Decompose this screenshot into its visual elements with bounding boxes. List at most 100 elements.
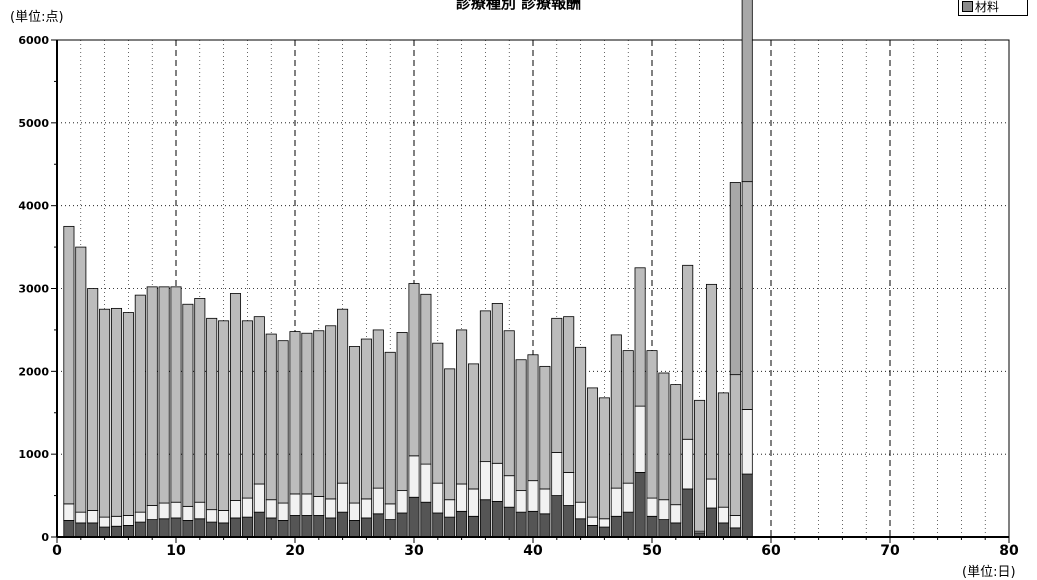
bar-segment-2 — [134, 294, 146, 513]
x-tick-label: 20 — [285, 543, 305, 559]
chart-title: 診療種別 診療報酬 — [455, 0, 582, 12]
bar-segment-0 — [87, 522, 99, 538]
y-tick-label: 5000 — [18, 117, 49, 130]
bar-segment-1 — [63, 503, 75, 521]
bar-segment-2 — [563, 316, 575, 473]
bar-segment-0 — [182, 520, 194, 538]
bar-segment-2 — [325, 325, 337, 500]
x-tick-label: 40 — [523, 543, 543, 559]
bar-segment-1 — [420, 463, 432, 503]
x-tick-label: 0 — [52, 543, 62, 559]
bar-segment-2 — [289, 331, 301, 495]
bar-segment-0 — [360, 517, 372, 538]
bar-segment-0 — [122, 525, 134, 538]
bar-segment-2 — [75, 246, 87, 513]
bar-segment-1 — [456, 483, 468, 512]
y-tick-label: 3000 — [18, 283, 49, 296]
bar-segment-1 — [372, 487, 384, 515]
bar-segment-2 — [253, 316, 265, 485]
bar-segment-0 — [610, 515, 622, 538]
bar-segment-0 — [75, 522, 87, 538]
bar-segment-2 — [122, 312, 134, 516]
x-tick-label: 10 — [166, 543, 186, 559]
bar-segment-0 — [241, 516, 253, 538]
bar-segment-2 — [206, 317, 218, 511]
bar-segment-2 — [110, 307, 123, 517]
bar-segment-2 — [408, 283, 420, 457]
bar-segment-2 — [194, 298, 206, 503]
y-unit-label: (単位:点) — [10, 10, 64, 25]
bar-segment-2 — [586, 387, 599, 518]
bar-segment-2 — [63, 225, 75, 505]
bar-segment-2 — [467, 363, 480, 490]
bar-segment-2 — [503, 330, 515, 477]
bar-segment-1 — [110, 515, 123, 527]
bar-segment-2 — [729, 374, 741, 516]
bar-segment-1 — [705, 478, 718, 509]
bar-segment-0 — [682, 488, 694, 538]
bar-segment-0 — [563, 505, 575, 538]
bar-segment-1 — [610, 487, 622, 517]
y-tick-label: 0 — [41, 531, 49, 544]
bar-segment-1 — [301, 493, 313, 516]
bar-segment-0 — [717, 522, 729, 538]
bar-segment-1 — [551, 452, 563, 496]
bar-segment-3 — [729, 182, 741, 376]
bar-segment-0 — [325, 517, 337, 538]
bar-segment-1 — [634, 405, 646, 473]
bar-segment-0 — [420, 501, 432, 538]
bar-segment-0 — [146, 519, 158, 538]
x-tick-label: 30 — [404, 543, 424, 559]
bar-segment-0 — [134, 521, 146, 538]
bar-segment-0 — [729, 527, 741, 538]
bar-segment-0 — [206, 521, 218, 538]
bar-segment-0 — [372, 513, 384, 538]
bar-segment-0 — [622, 511, 634, 538]
bar-segment-0 — [598, 526, 610, 538]
bar-segment-0 — [277, 520, 289, 538]
bar-segment-2 — [598, 397, 610, 520]
bar-segment-2 — [313, 330, 325, 497]
bar-segment-1 — [563, 471, 575, 506]
bar-segment-0 — [527, 510, 539, 538]
bar-segment-2 — [360, 338, 372, 500]
bar-segment-1 — [491, 462, 503, 502]
bar-segment-1 — [682, 438, 694, 490]
bar-segment-0 — [289, 515, 301, 538]
bar-segment-0 — [63, 520, 75, 538]
bar-segment-1 — [146, 505, 158, 521]
bar-segment-1 — [265, 499, 277, 519]
bar-segment-0 — [456, 510, 468, 538]
bar-segment-0 — [658, 519, 670, 538]
bar-segment-2 — [515, 359, 527, 492]
bar-segment-1 — [622, 482, 634, 513]
bar-segment-1 — [408, 455, 420, 498]
bar-segment-1 — [170, 501, 182, 519]
y-tick-label: 4000 — [18, 200, 49, 213]
x-tick-label: 60 — [761, 543, 781, 559]
bar-segment-0 — [253, 511, 265, 538]
bar-segment-2 — [527, 354, 539, 482]
bar-segment-2 — [705, 283, 718, 480]
bar-segment-2 — [694, 399, 706, 532]
bar-segment-1 — [218, 510, 230, 524]
x-tick-label: 80 — [999, 543, 1019, 559]
bar-segment-1 — [337, 482, 349, 513]
bar-segment-2 — [539, 365, 551, 490]
bar-segment-1 — [598, 518, 610, 528]
bar-segment-1 — [122, 515, 134, 526]
bar-segment-0 — [551, 495, 563, 538]
bar-segment-0 — [337, 511, 349, 538]
bar-segment-1 — [539, 488, 551, 515]
legend: 材料 — [958, 0, 1028, 16]
bar-segment-2 — [218, 320, 230, 511]
bar-segment-1 — [586, 516, 599, 526]
bar-segment-1 — [253, 483, 265, 513]
bar-segment-1 — [646, 497, 658, 517]
bar-segment-1 — [658, 499, 670, 521]
bar-segment-2 — [658, 372, 670, 501]
bar-segment-2 — [741, 181, 753, 410]
bar-segment-2 — [646, 350, 658, 499]
bar-segment-0 — [634, 471, 646, 538]
